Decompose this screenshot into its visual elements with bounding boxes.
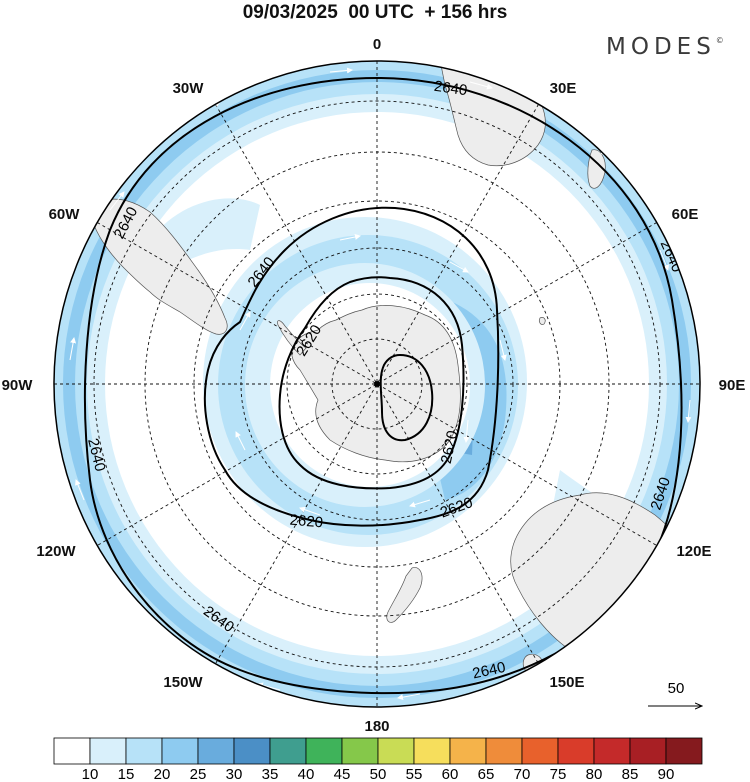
new-zealand <box>386 567 423 623</box>
colorbar-tick-label: 10 <box>82 766 99 782</box>
wind-arrow <box>299 506 321 516</box>
wind-arrow <box>499 339 507 361</box>
contour-label: 2640 <box>471 659 507 683</box>
lon-label-60e: 60E <box>672 206 699 223</box>
wind-arrow <box>449 261 469 273</box>
colorbar-swatch <box>53 737 91 765</box>
wind-arrow <box>69 337 77 361</box>
colorbar-tick-label: 90 <box>658 766 675 782</box>
colorbar-swatch <box>629 737 667 765</box>
colorbar-tick-label: 45 <box>334 766 351 782</box>
wind-arrow <box>339 234 361 241</box>
wind-arrow <box>659 249 669 271</box>
kerguelen <box>539 317 546 325</box>
lon-label-0: 0 <box>373 36 381 53</box>
colorbar-tick-label: 70 <box>514 766 531 782</box>
wind-arrow <box>235 431 246 451</box>
contour-2600 <box>379 353 434 442</box>
lon-label-90e: 90E <box>719 377 746 394</box>
colorbar-swatch <box>557 737 595 765</box>
wind-arrow <box>397 693 421 701</box>
colorbar-tick-label: 50 <box>370 766 387 782</box>
colorbar-tick-label: 35 <box>262 766 279 782</box>
reference-vector: 50 <box>648 680 702 706</box>
colorbar-tick-label: 80 <box>586 766 603 782</box>
colorbar-swatch <box>197 737 235 765</box>
lon-label-120w: 120W <box>36 543 76 560</box>
colorbar-tick-label: 30 <box>226 766 243 782</box>
colorbar-swatch <box>125 737 163 765</box>
colorbar-tick-label: 75 <box>550 766 567 782</box>
colorbar-tick-label: 25 <box>190 766 207 782</box>
lon-label-150w: 150W <box>163 674 203 691</box>
colorbar-swatch <box>161 737 199 765</box>
contour-label: 2620 <box>289 512 324 532</box>
south-pole-marker <box>374 381 380 387</box>
colorbar: 10 15 20 25 30 35 40 45 50 55 60 65 70 75 80 85 90 <box>53 737 703 782</box>
contour-2620 <box>278 276 465 490</box>
colorbar-swatch <box>449 737 487 765</box>
wind-arrow <box>463 419 470 443</box>
lon-label-90w: 90W <box>2 377 34 394</box>
colorbar-swatch <box>665 737 703 765</box>
colorbar-tick-label: 65 <box>478 766 495 782</box>
colorbar-swatch <box>413 737 451 765</box>
colorbar-tick-label: 60 <box>442 766 459 782</box>
lon-label-60w: 60W <box>49 206 81 223</box>
brand-name: MODES <box>606 34 716 60</box>
map-boundary <box>53 60 701 708</box>
colorbar-tick-label: 85 <box>622 766 639 782</box>
wind-arrow <box>239 311 251 331</box>
map-title: 09/03/2025 00 UTC + 156 hrs <box>242 2 508 23</box>
longitude-labels: 0 30E 60E 90E 120E 150E 180 150W 120W 90… <box>2 36 746 735</box>
colorbar-swatch <box>377 737 415 765</box>
colorbar-swatch <box>521 737 559 765</box>
brand-logo: MODES© <box>606 34 724 60</box>
contour-2640-outer <box>83 76 683 695</box>
contour-label: 2620 <box>438 429 462 465</box>
colorbar-swatch <box>233 737 271 765</box>
south-america <box>91 198 228 335</box>
colorbar-tick-label: 15 <box>118 766 135 782</box>
wind-arrow <box>469 81 493 90</box>
polar-jet-medium-east <box>438 300 507 500</box>
colorbar-swatch <box>269 737 307 765</box>
wind-arrow <box>109 191 125 211</box>
height-contours <box>83 76 683 695</box>
contour-label: 2640 <box>433 78 468 99</box>
colorbar-swatch <box>341 737 379 765</box>
colorbar-tick-label: 20 <box>154 766 171 782</box>
colorbar-swatch <box>485 737 523 765</box>
lon-label-30w: 30W <box>173 80 205 97</box>
map-disk: 2640 2640 2640 2640 2640 2640 2640 2640 … <box>54 61 700 707</box>
reference-vector-label: 50 <box>668 680 685 697</box>
latitude-circle <box>286 293 468 475</box>
lon-label-30e: 30E <box>550 80 577 97</box>
wind-arrow <box>409 499 431 508</box>
colorbar-tick-label: 55 <box>406 766 423 782</box>
wind-arrow <box>75 479 85 501</box>
colorbar-tick-label: 40 <box>298 766 315 782</box>
colorbar-swatch <box>89 737 127 765</box>
wind-arrow <box>329 67 353 74</box>
lon-label-180: 180 <box>364 718 389 735</box>
lon-label-150e: 150E <box>549 674 584 691</box>
copyright-mark: © <box>715 36 724 45</box>
lon-label-120e: 120E <box>676 543 711 560</box>
contour-2640-inner <box>203 206 500 527</box>
colorbar-swatch <box>305 737 343 765</box>
graticule <box>54 61 700 707</box>
wind-arrow <box>685 399 692 423</box>
colorbar-swatch <box>593 737 631 765</box>
